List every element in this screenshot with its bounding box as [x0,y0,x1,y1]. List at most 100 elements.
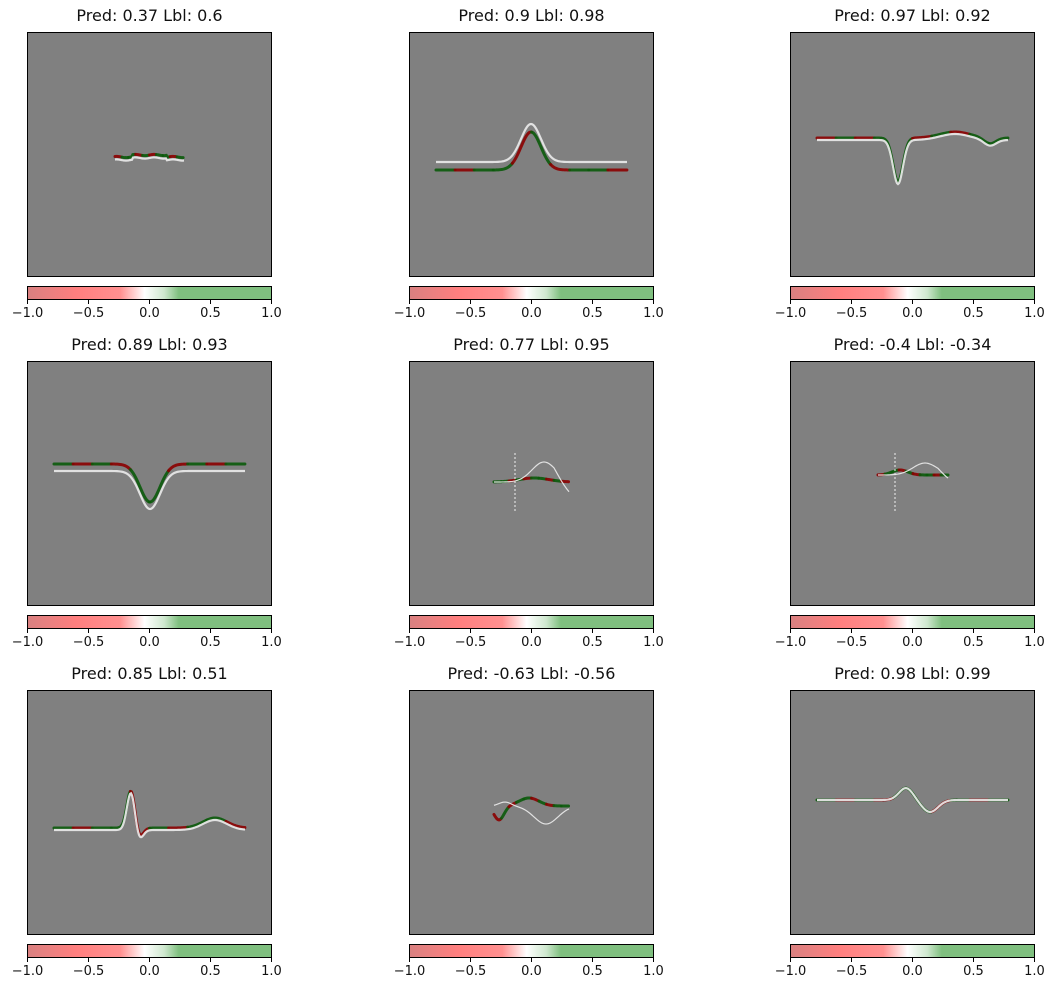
colorbar-tick-label: 0.5 [963,964,984,979]
attribution-segment [547,804,554,805]
colorbar-tick-label: −0.5 [455,964,487,979]
colorbar-tick-label: −1.0 [394,306,426,321]
colorbar-tick-label: 0.5 [963,635,984,650]
colorbar-tick-label: 0.0 [521,635,542,650]
colorbar-tick-label: 0.0 [139,306,160,321]
heatmap-background [791,362,1035,606]
subplot-title: Pred: 0.37 Lbl: 0.6 [0,6,302,25]
subplot-8: Pred: -0.63 Lbl: -0.56 −1.0 −0.5 0.0 0.5 1.0 [379,658,684,995]
colorbar: −1.0 −0.5 0.0 0.5 1.0 [770,944,1055,980]
colorbar-tick-label: −1.0 [12,964,44,979]
colorbar-tick-label: 0.5 [200,306,221,321]
subplot-3: Pred: 0.97 Lbl: 0.92 −1.0 −0.5 0.0 0.5 1.0 [760,0,1056,337]
colorbar-tick-label: 0.5 [582,635,603,650]
attribution-segment [136,154,142,155]
subplot-title: Pred: -0.4 Lbl: -0.34 [760,335,1056,354]
colorbar-gradient [410,287,654,300]
colorbar-gradient [410,616,654,629]
colorbar-tick-label: −0.5 [836,635,868,650]
plot-area [27,361,272,606]
plot-area [790,361,1035,606]
subplot-6: Pred: -0.4 Lbl: -0.34 −1.0 −0.5 0.0 0.5 1.0 [760,329,1056,666]
plot-area [409,361,654,606]
colorbar-tick-label: 0.0 [521,306,542,321]
colorbar: −1.0 −0.5 0.0 0.5 1.0 [770,286,1055,322]
colorbar-tick-label: 1.0 [1024,964,1045,979]
attribution-segment [539,478,546,479]
plot-area [790,32,1035,277]
heatmap-background [791,33,1035,277]
subplot-title: Pred: 0.9 Lbl: 0.98 [379,6,684,25]
colorbar-gradient [28,945,272,958]
attribution-segment [163,155,169,157]
heatmap-background [410,33,654,277]
colorbar-tick-label: −1.0 [775,635,807,650]
colorbar-tick-label: 0.0 [902,635,923,650]
colorbar-tick-label: 0.5 [963,306,984,321]
colorbar-tick-label: 1.0 [1024,306,1045,321]
colorbar-tick-label: −0.5 [455,306,487,321]
colorbar-tick-label: 1.0 [261,306,282,321]
colorbar: −1.0 −0.5 0.0 0.5 1.0 [770,615,1055,651]
colorbar-tick-label: 0.0 [902,964,923,979]
colorbar-tick-label: −1.0 [394,635,426,650]
attribution-segment [156,155,162,156]
heatmap-background [791,691,1035,935]
colorbar-gradient [28,287,272,300]
colorbar-tick-label: −0.5 [73,306,105,321]
attribution-segment [547,479,554,480]
colorbar-tick-label: 0.5 [200,635,221,650]
plot-area [27,690,272,935]
colorbar-tick-label: −0.5 [836,964,868,979]
colorbar-tick-label: −0.5 [73,635,105,650]
colorbar-gradient [791,287,1035,300]
colorbar-gradient [410,945,654,958]
colorbar-tick-label: −1.0 [12,635,44,650]
colorbar-gradient [791,616,1035,629]
colorbar: −1.0 −0.5 0.0 0.5 1.0 [389,944,674,980]
attribution-segment [554,480,561,481]
colorbar-tick-label: 0.5 [582,306,603,321]
colorbar-tick-label: 0.5 [200,964,221,979]
colorbar-tick-label: −1.0 [394,964,426,979]
colorbar-tick-label: 0.0 [139,964,160,979]
plot-area [790,690,1035,935]
colorbar-tick-label: 1.0 [643,306,664,321]
subplot-title: Pred: 0.98 Lbl: 0.99 [760,664,1056,683]
attribution-segment [115,156,121,157]
colorbar-gradient [791,945,1035,958]
colorbar: −1.0 −0.5 0.0 0.5 1.0 [389,286,674,322]
subplot-title: Pred: 0.89 Lbl: 0.93 [0,335,302,354]
colorbar-tick-label: −0.5 [836,306,868,321]
colorbar-tick-label: 0.0 [521,964,542,979]
attribution-segment [169,827,188,828]
heatmap-background [410,362,654,606]
colorbar-tick-label: 1.0 [1024,635,1045,650]
colorbar-tick-label: 1.0 [261,635,282,650]
colorbar-tick-label: −0.5 [73,964,105,979]
subplot-title: Pred: 0.77 Lbl: 0.95 [379,335,684,354]
attribution-segment [150,154,156,155]
subplot-title: Pred: 0.97 Lbl: 0.92 [760,6,1056,25]
plot-area [409,32,654,277]
attribution-segment [524,798,531,799]
subplot-9: Pred: 0.98 Lbl: 0.99 −1.0 −0.5 0.0 0.5 1.0 [760,658,1056,995]
colorbar-tick-label: 1.0 [643,635,664,650]
colorbar-tick-label: −1.0 [775,306,807,321]
colorbar-tick-label: 0.5 [582,964,603,979]
colorbar-tick-label: 0.0 [902,306,923,321]
heatmap-background [410,691,654,935]
colorbar-gradient [28,616,272,629]
subplot-title: Pred: -0.63 Lbl: -0.56 [379,664,684,683]
colorbar-tick-label: 1.0 [643,964,664,979]
colorbar-tick-label: −1.0 [775,964,807,979]
heatmap-background [28,362,272,606]
